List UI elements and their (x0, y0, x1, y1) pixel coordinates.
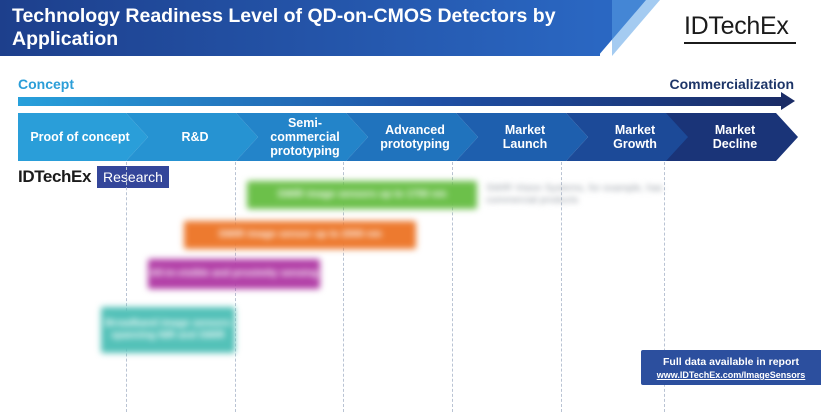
phase-divider (664, 162, 665, 412)
phase-label: Market Launch (502, 123, 548, 151)
phase-divider (561, 162, 562, 412)
phase-divider (126, 162, 127, 412)
concept-label: Concept (18, 76, 74, 92)
full-data-text: Full data available in report (663, 356, 799, 368)
phase-label: Market Decline (712, 123, 758, 151)
application-bar-swir-2000: SWIR image sensor up to 2000 nm (184, 221, 416, 249)
phase-label: Proof of concept (30, 130, 130, 144)
phase-divider (343, 162, 344, 412)
application-note: SWIR Vision Systems, for example, has co… (486, 183, 663, 206)
application-label: All-in-visible and proximity sensing (149, 268, 319, 279)
research-logo-brand: IDTechEx (18, 167, 92, 186)
full-data-banner[interactable]: Full data available in report www.IDTech… (641, 350, 821, 385)
phase-chevron-row: Proof of concept R&D Semi-commercial prot… (18, 113, 798, 161)
application-bar-visible-proximity: All-in-visible and proximity sensing (148, 259, 320, 289)
application-label: Broadband image sensors spanning NIR and… (105, 318, 231, 341)
phase-rnd: R&D (126, 113, 258, 161)
header: Technology Readiness Level of QD-on-CMOS… (0, 0, 826, 56)
report-link[interactable]: www.IDTechEx.com/ImageSensors (656, 370, 806, 380)
phase-label: Semi-commercial prototyping (270, 116, 340, 158)
logo-underline (684, 42, 796, 44)
idtechex-research-logo: IDTechEx Research (18, 166, 169, 188)
phase-market-decline: Market Decline (666, 113, 798, 161)
phase-divider (452, 162, 453, 412)
title-band-accent (612, 0, 660, 56)
progress-arrow-head (781, 92, 795, 110)
phase-semi-commercial: Semi-commercial prototyping (236, 113, 368, 161)
phase-advanced-prototyping: Advanced prototyping (346, 113, 478, 161)
application-label: SWIR image sensor up to 2000 nm (218, 229, 382, 240)
application-bar-swir-1700: SWIR image sensors up to 1700 nm (247, 181, 477, 209)
progress-arrow-shaft (18, 97, 782, 106)
research-logo-tag: Research (97, 166, 169, 188)
commercialization-label: Commercialization (669, 76, 794, 92)
phase-label: Advanced prototyping (380, 123, 450, 151)
page-title: Technology Readiness Level of QD-on-CMOS… (12, 5, 556, 50)
application-label: SWIR image sensors up to 1700 nm (277, 189, 447, 200)
phase-proof-of-concept: Proof of concept (18, 113, 148, 161)
phase-market-launch: Market Launch (456, 113, 588, 161)
idtechex-logo: IDTechEx (684, 12, 789, 40)
title-band (0, 0, 600, 56)
application-bar-broadband: Broadband image sensors spanning NIR and… (101, 307, 235, 353)
phase-label: Market Growth (613, 123, 657, 151)
phase-label: R&D (181, 130, 209, 144)
